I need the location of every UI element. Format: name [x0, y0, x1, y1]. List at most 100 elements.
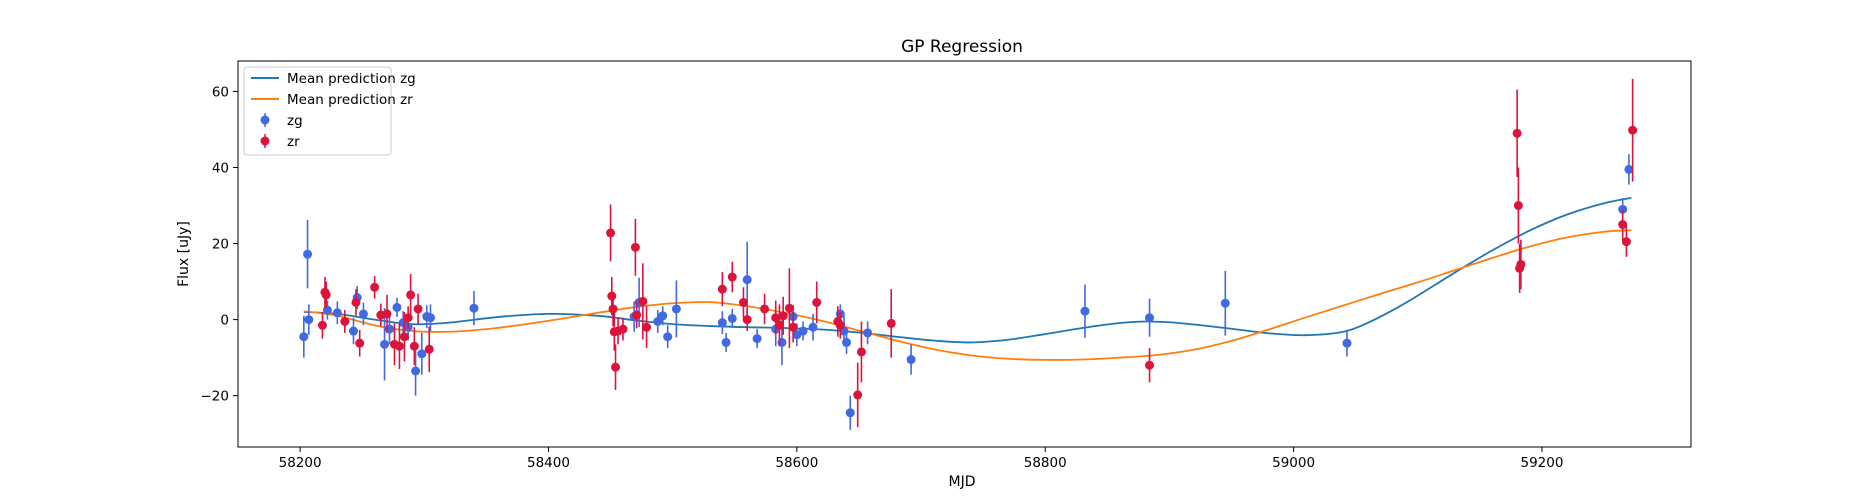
zr-data-point	[394, 341, 404, 351]
zr-data-point	[630, 242, 640, 252]
zr-data-point	[784, 303, 794, 313]
zg-data-point	[411, 366, 421, 376]
zg-data-point	[663, 332, 673, 342]
zr-data-point	[608, 304, 618, 314]
zr-data-point	[406, 290, 416, 300]
zg-data-point	[332, 308, 342, 318]
zr-data-point	[774, 320, 784, 330]
x-tick-label: 59200	[1520, 455, 1563, 471]
zg-data-point	[392, 302, 402, 312]
zg-data-point	[425, 313, 435, 323]
x-tick-label: 58800	[1024, 455, 1067, 471]
zg-data-point	[727, 313, 737, 323]
zr-data-point	[788, 322, 798, 332]
zr-data-point	[778, 311, 788, 321]
legend-marker-zr	[260, 134, 270, 148]
zr-data-point	[413, 304, 423, 314]
zr-data-point	[1145, 360, 1155, 370]
legend-label-zr-points: zr	[287, 134, 300, 150]
zr-data-point	[742, 315, 752, 325]
zg-data-point	[1624, 164, 1634, 174]
zg-data-point	[658, 311, 668, 321]
zr-data-point	[886, 318, 896, 328]
zg-data-point	[1220, 298, 1230, 308]
zr-data-point	[351, 297, 361, 307]
zr-data-point	[370, 282, 380, 292]
legend-marker-zg-dot	[260, 115, 270, 125]
mean-prediction-zg-line	[303, 197, 1632, 344]
chart-title: GP Regression	[901, 37, 1023, 57]
y-tick-label: 0	[220, 313, 229, 329]
zr-data-point	[340, 317, 350, 327]
zr-data-point	[355, 338, 365, 348]
legend: Mean prediction zg Mean prediction zr zg…	[243, 66, 416, 156]
zr-data-point	[606, 228, 616, 238]
zr-data-point	[424, 344, 434, 354]
zr-data-point	[1513, 201, 1523, 211]
zr-data-point	[771, 313, 781, 323]
zr-data-point	[321, 290, 331, 300]
plot-area	[299, 78, 1638, 430]
x-tick-label: 58200	[279, 455, 322, 471]
zg-data-point	[1145, 313, 1155, 323]
zg-data-point	[842, 337, 852, 347]
zr-data-point	[835, 320, 845, 330]
y-tick-label: 40	[212, 160, 229, 176]
axes-frame	[237, 60, 1692, 448]
x-tick-label: 58600	[775, 455, 818, 471]
zr-data-point	[382, 309, 392, 319]
zr-data-point	[1628, 125, 1638, 135]
zr-data-point	[607, 291, 617, 301]
x-axis-label: MJD	[949, 474, 976, 490]
zg-data-point	[303, 249, 313, 259]
legend-marker-zg	[260, 113, 270, 127]
zr-data-point	[638, 296, 648, 306]
zg-data-point	[671, 304, 681, 314]
zg-data-point	[417, 349, 427, 359]
zg-data-point	[380, 339, 390, 349]
zr-data-point	[618, 324, 628, 334]
zr-data-point	[1621, 237, 1631, 247]
zr-data-point	[409, 341, 419, 351]
zg-data-point	[752, 334, 762, 344]
legend-marker-zr-dot	[260, 136, 270, 146]
legend-box	[243, 66, 392, 156]
zg-data-point	[304, 315, 314, 325]
legend-label-zg-points: zg	[287, 113, 303, 129]
zg-data-point	[845, 408, 855, 418]
zr-data-point	[727, 272, 737, 282]
zg-data-point	[469, 303, 479, 313]
zr-data-point	[611, 362, 621, 372]
y-tick-label: −20	[201, 389, 230, 405]
zr-data-point	[632, 310, 642, 320]
zg-data-point	[906, 355, 916, 365]
zr-data-point	[642, 322, 652, 332]
zg-data-point	[322, 305, 332, 315]
zr-data-point	[1516, 259, 1526, 269]
zg-data-point	[1080, 306, 1090, 316]
axis-ticks: 58200 58400 58600 58800 59000 59200 −20 0 20 40 60	[201, 84, 1564, 471]
zr-data-point	[1618, 220, 1628, 230]
zg-data-point	[798, 326, 808, 336]
legend-label-zg-line: Mean prediction zg	[287, 71, 416, 87]
zg-data-point	[742, 275, 752, 285]
zr-data-point	[853, 390, 863, 400]
y-axis-label: Flux [uJy]	[176, 221, 192, 287]
x-tick-label: 59000	[1272, 455, 1315, 471]
mean-prediction-zr-line	[303, 229, 1632, 361]
zr-data-point	[738, 297, 748, 307]
zr-data-point	[760, 304, 770, 314]
zg-data-point	[863, 328, 873, 338]
zr-data-point	[399, 332, 409, 342]
zr-data-point	[317, 320, 327, 330]
legend-label-zr-line: Mean prediction zr	[287, 92, 413, 108]
zg-data-point	[1342, 338, 1352, 348]
x-tick-label: 58400	[527, 455, 570, 471]
y-tick-label: 20	[212, 237, 229, 253]
zr-data-point	[856, 347, 866, 357]
zr-data-point	[1512, 128, 1522, 138]
y-tick-label: 60	[212, 84, 229, 100]
zr-data-point	[812, 297, 822, 307]
zg-data-point	[721, 337, 731, 347]
